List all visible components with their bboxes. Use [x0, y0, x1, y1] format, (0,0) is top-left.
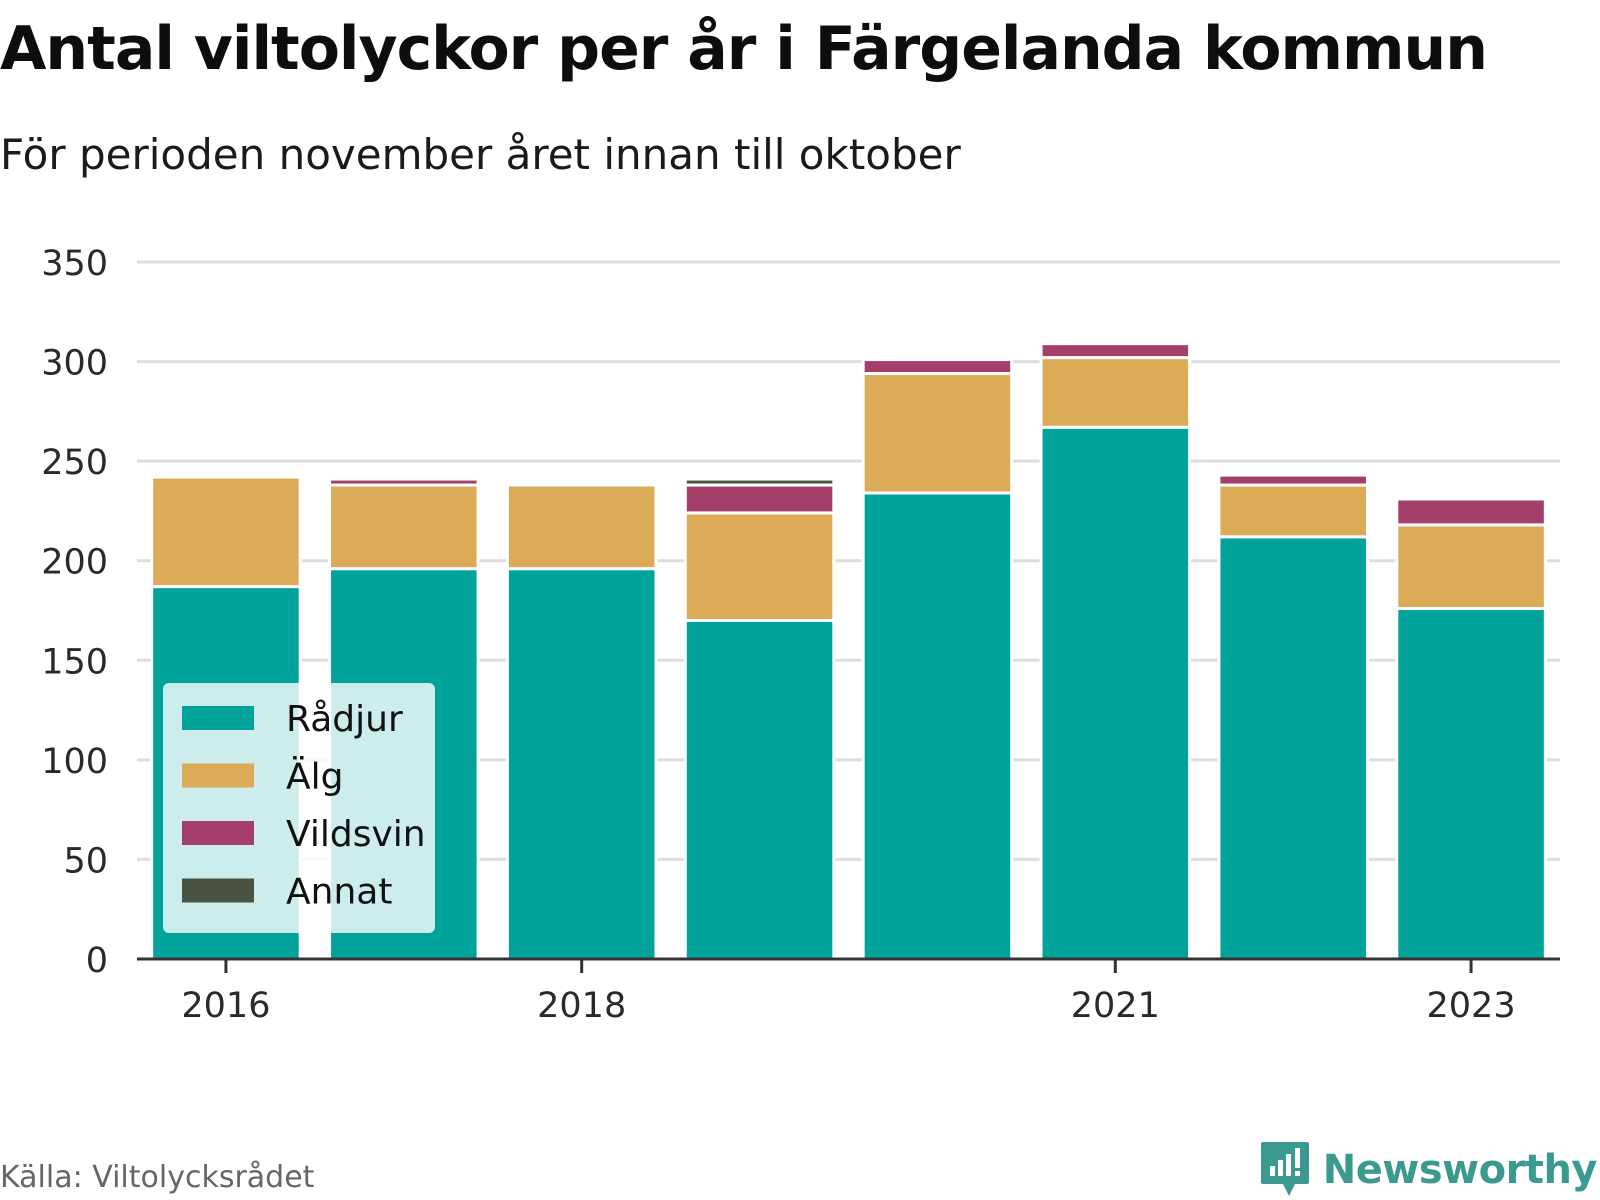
legend-label: Rådjur: [286, 699, 403, 740]
bar-segment: [683, 618, 836, 961]
brand-logo: Newsworthy: [1259, 1140, 1598, 1200]
legend-box: [163, 683, 435, 933]
newsworthy-logo-icon: [1260, 1142, 1309, 1196]
bar-segment: [861, 358, 1014, 376]
bar-segment: [683, 483, 836, 515]
bar-segment: [150, 475, 302, 589]
bar-segment: [1217, 483, 1369, 539]
y-tick-label: 300: [41, 344, 108, 384]
bar-segment: [1039, 342, 1192, 360]
y-tick-label: 50: [63, 841, 108, 881]
y-tick-label: 100: [41, 742, 108, 782]
chart-subtitle: För perioden november året innan till ok…: [0, 130, 961, 179]
bar-segment: [683, 477, 836, 487]
x-axis: 2016 2018 2021 2023: [137, 957, 1560, 1026]
bar-segment: [1395, 607, 1547, 961]
y-tick-label: 150: [41, 642, 108, 682]
x-tick-label: 2016: [181, 986, 270, 1026]
y-tick-label: 350: [41, 244, 108, 284]
bar-segment: [1217, 535, 1369, 961]
x-tick-label: 2023: [1427, 986, 1516, 1026]
stacked-bar-chart: 0 50 100 150 200 250 300 350 2016 2018 2021 2023 R…: [41, 244, 1560, 1026]
legend-label: Annat: [286, 872, 392, 913]
legend-swatch: [182, 878, 254, 903]
legend-label: Älg: [286, 756, 343, 798]
legend-label: Vildsvin: [286, 814, 426, 855]
bar-segment: [1395, 523, 1547, 611]
bar-segment: [1217, 473, 1369, 487]
y-axis-tick-labels: 0 50 100 150 200 250 300 350: [41, 244, 108, 981]
bar-segment: [1039, 425, 1192, 961]
bar-segment: [328, 477, 480, 487]
bar-segment: [683, 511, 836, 622]
legend-swatch: [182, 763, 254, 788]
legend: Rådjur Älg Vildsvin Annat: [163, 683, 435, 933]
brand-name: Newsworthy: [1322, 1147, 1598, 1193]
chart-title: Antal viltolyckor per år i Färgelanda ko…: [0, 14, 1488, 84]
bar-segment: [505, 483, 658, 571]
y-tick-label: 250: [41, 443, 108, 483]
bar-segment: [1039, 356, 1192, 429]
bar-segment: [861, 491, 1014, 961]
legend-swatch: [182, 821, 254, 845]
x-tick-label: 2018: [537, 986, 626, 1026]
x-tick-label: 2021: [1071, 986, 1160, 1026]
bar-segment: [328, 483, 480, 571]
y-tick-label: 200: [41, 543, 108, 583]
legend-swatch: [182, 706, 254, 730]
source-note: Källa: Viltolycksrådet: [0, 1160, 315, 1195]
bar-segment: [861, 372, 1014, 495]
bar-segment: [1395, 497, 1547, 527]
bar-segment: [505, 567, 658, 961]
y-tick-label: 0: [86, 941, 108, 981]
